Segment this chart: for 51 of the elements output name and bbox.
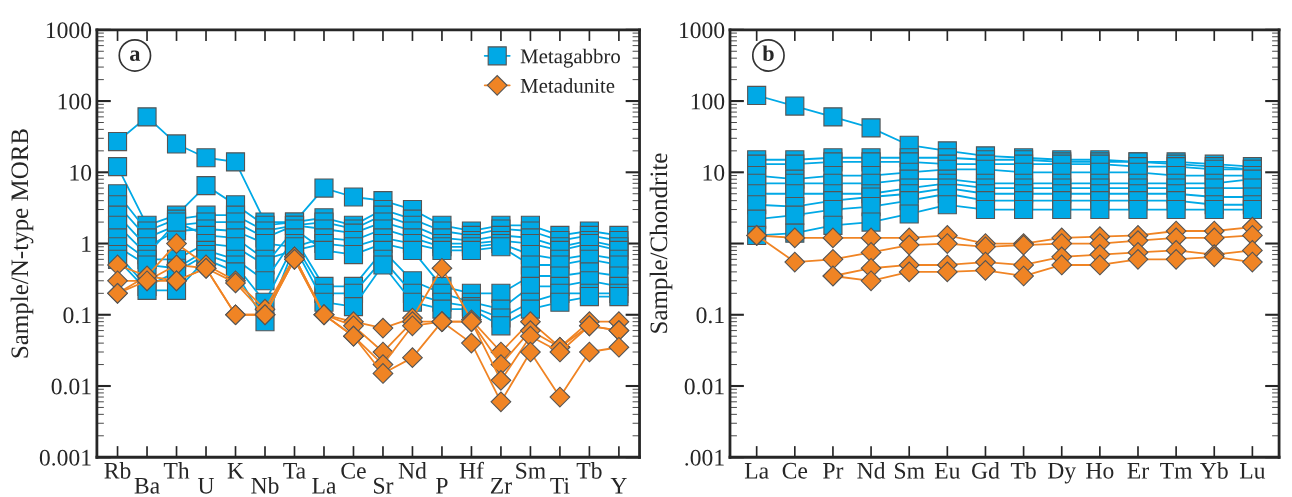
- y-tick-label: 0.1: [63, 307, 91, 324]
- y-tick-label: 100: [691, 93, 725, 110]
- y-tick-label: 0.01: [684, 378, 724, 395]
- x-tick-label: Nd: [857, 462, 886, 479]
- legend-label: Metadunite: [520, 78, 615, 93]
- y-axis-title: Sample/Chondrite: [649, 153, 673, 333]
- x-tick-label: Tb: [576, 462, 602, 479]
- x-tick-label: Tm: [1160, 463, 1193, 479]
- x-tick-label: Ti: [550, 477, 570, 494]
- x-tick-label: Y: [610, 477, 627, 494]
- x-tick-label: Rb: [104, 462, 131, 479]
- x-tick-label: U: [197, 477, 215, 494]
- y-tick-label: 0.001: [39, 449, 91, 466]
- x-tick-label: Tb: [1010, 462, 1036, 479]
- x-tick-label: La: [312, 477, 337, 494]
- x-tick-label: Eu: [934, 463, 961, 479]
- x-tick-label: Nd: [398, 462, 427, 479]
- x-tick-label: Yb: [1200, 462, 1228, 479]
- y-tick-label: 1: [82, 236, 91, 252]
- annotation: a: [130, 50, 141, 62]
- y-tick-label: 1000: [679, 22, 725, 39]
- y-axis-title: Sample/N-type MORB: [10, 129, 34, 358]
- x-tick-label: Th: [163, 462, 190, 479]
- y-tick-label: 10: [703, 164, 725, 181]
- x-tick-label: Zr: [490, 477, 512, 494]
- legend-label: Metagabbro: [520, 48, 620, 68]
- x-tick-label: Gd: [972, 462, 1000, 479]
- x-tick-label: Pr: [823, 463, 844, 479]
- y-tick-label: .001: [685, 449, 724, 466]
- x-tick-label: La: [744, 463, 769, 479]
- x-tick-label: Sr: [374, 477, 394, 494]
- x-tick-label: Nb: [251, 477, 279, 494]
- x-tick-label: Hf: [459, 461, 484, 479]
- y-tick-label: 0.1: [696, 307, 724, 324]
- x-tick-label: Ba: [134, 477, 160, 494]
- y-tick-label: 10: [70, 164, 92, 181]
- x-tick-label: Dy: [1047, 462, 1077, 484]
- x-tick-label: Sm: [895, 462, 925, 479]
- y-tick-label: 100: [58, 93, 92, 110]
- x-tick-label: K: [227, 463, 244, 479]
- x-tick-label: Ce: [341, 462, 366, 479]
- y-tick-label: 0.01: [51, 378, 91, 395]
- x-tick-label: Ho: [1086, 463, 1114, 479]
- x-tick-label: P: [436, 477, 448, 494]
- annotation: b: [762, 45, 774, 62]
- x-tick-label: Er: [1127, 463, 1149, 479]
- x-tick-label: Ce: [782, 462, 808, 479]
- x-tick-label: Ta: [283, 463, 306, 479]
- x-tick-label: Sm: [516, 462, 546, 479]
- x-tick-label: Lu: [1239, 463, 1266, 479]
- y-tick-label: 1000: [46, 22, 92, 39]
